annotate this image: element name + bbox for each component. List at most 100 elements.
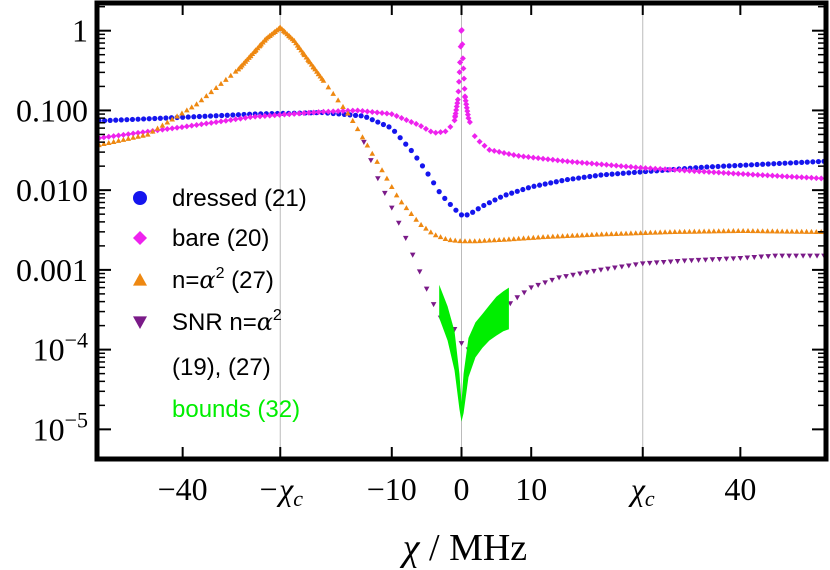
data-point: [536, 182, 543, 188]
data-point: [637, 169, 643, 175]
data-point: [711, 228, 717, 234]
data-point: [627, 163, 634, 170]
data-point: [418, 123, 425, 130]
data-point: [185, 114, 191, 120]
data-point: [808, 174, 815, 181]
data-point: [219, 112, 225, 119]
data-point: [751, 255, 758, 261]
data-point: [139, 129, 146, 136]
data-point: [447, 237, 454, 243]
data-point: [354, 107, 361, 114]
data-point: [413, 216, 419, 222]
data-point: [105, 139, 112, 146]
data-point: [639, 261, 646, 267]
data-point: [183, 123, 190, 130]
data-point: [453, 207, 459, 213]
data-point: [100, 134, 107, 141]
data-point: [591, 268, 597, 274]
data-point: [632, 164, 639, 171]
data-point: [554, 157, 561, 164]
data-point: [696, 228, 703, 234]
data-point: [632, 262, 639, 268]
data-point: [358, 113, 364, 119]
data-point: [459, 41, 466, 48]
data-point: [632, 230, 639, 236]
data-point: [179, 110, 185, 116]
data-point: [754, 161, 760, 168]
data-point: [794, 228, 800, 234]
x-tick-label: −40: [158, 471, 208, 507]
data-point: [144, 131, 151, 137]
legend-label-snr2: (19), (27): [172, 354, 271, 381]
data-point: [105, 133, 112, 140]
data-point: [408, 210, 415, 216]
data-point: [368, 158, 374, 164]
data-point: [418, 221, 424, 227]
data-point: [618, 230, 624, 236]
data-point: [807, 253, 813, 259]
data-point: [593, 160, 600, 167]
data-point: [701, 228, 707, 234]
data-point: [631, 169, 637, 176]
data-point: [252, 113, 259, 120]
data-point: [325, 84, 332, 90]
data-point: [340, 103, 346, 109]
data-point: [577, 271, 583, 277]
data-point: [592, 173, 598, 179]
data-point: [569, 158, 576, 165]
data-point: [193, 101, 200, 107]
data-point: [743, 162, 749, 168]
data-point: [193, 121, 200, 128]
data-point: [425, 171, 431, 177]
data-point: [115, 137, 122, 143]
data-point: [120, 131, 127, 138]
data-point: [198, 97, 205, 103]
data-point: [730, 170, 737, 177]
data-point: [135, 133, 141, 139]
data-point: [737, 162, 743, 168]
data-point: [764, 228, 771, 234]
data-point: [793, 160, 799, 166]
data-point: [525, 235, 532, 241]
data-point: [646, 260, 653, 266]
axis-ticks: −40 −χc −10 0 10 χc 40 1 0.100 0.010 0.001 10−4 10−5: [16, 5, 824, 511]
data-point: [442, 128, 449, 135]
data-point: [769, 228, 776, 234]
data-point: [550, 233, 556, 239]
data-point: [709, 257, 716, 263]
data-point: [130, 134, 136, 140]
data-point: [549, 277, 555, 283]
data-point: [125, 135, 132, 141]
data-point: [403, 205, 410, 211]
data-point: [447, 201, 453, 208]
data-point: [681, 228, 688, 234]
data-point: [447, 123, 454, 130]
data-point: [715, 169, 722, 176]
data-point: [515, 152, 522, 159]
data-point: [164, 126, 171, 133]
data-point: [384, 175, 390, 181]
data-point: [744, 255, 751, 261]
data-point: [749, 171, 756, 178]
data-point: [574, 232, 581, 238]
data-point: [319, 75, 325, 81]
data-point: [782, 160, 788, 166]
data-point: [152, 115, 158, 122]
data-point: [382, 190, 388, 196]
data-point: [458, 27, 465, 34]
data-point: [461, 75, 468, 82]
data-point: [745, 228, 751, 234]
data-point: [579, 232, 585, 238]
data-point: [354, 126, 361, 132]
data-point: [563, 274, 569, 280]
data-point: [315, 109, 322, 116]
data-point: [364, 142, 371, 148]
data-point: [642, 165, 649, 172]
data-point: [409, 252, 416, 258]
data-point: [203, 120, 210, 127]
data-point: [393, 113, 400, 120]
data-point: [603, 161, 610, 168]
data-point: [454, 96, 461, 103]
data-point: [247, 114, 254, 121]
data-point: [202, 113, 208, 119]
